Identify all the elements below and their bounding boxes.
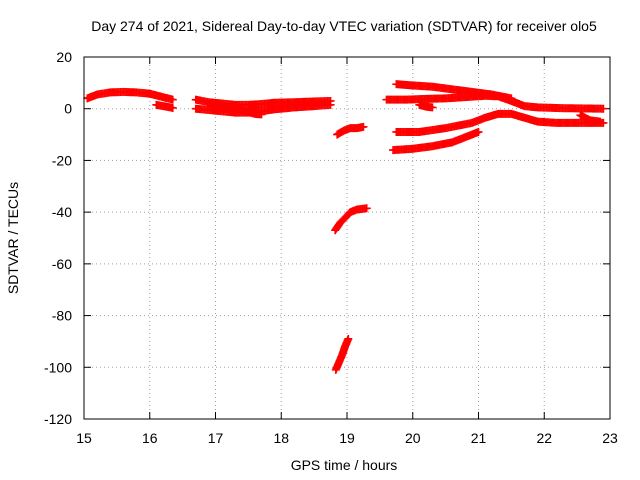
y-tick-label: -40 [52,204,72,220]
x-tick-label: 22 [536,430,552,446]
x-tick-label: 20 [405,430,421,446]
x-tick-label: 23 [602,430,618,446]
data-point [326,100,335,109]
data-points [83,80,608,374]
series-arc7 [331,204,371,235]
y-axis-label: SDTVAR / TECUs [5,182,21,294]
x-axis-label: GPS time / hours [291,457,398,473]
data-point [362,204,371,213]
series-arc14 [576,111,605,126]
series-arc10 [392,80,516,103]
data-point [428,103,437,112]
data-point [359,122,368,131]
y-tick-label: 20 [56,49,72,65]
data-point [596,117,605,126]
series-arc11 [415,100,437,112]
series-arc1 [83,87,177,104]
data-point [168,103,177,112]
x-tick-label: 16 [142,430,158,446]
grid [84,57,610,419]
data-point [474,127,483,136]
series-arc5 [204,99,266,119]
data-point [507,94,516,103]
series-arc6 [333,122,368,139]
plot-frame [83,56,611,420]
x-tick-label: 17 [208,430,224,446]
series-arc8 [331,334,353,374]
y-tick-label: -80 [52,308,72,324]
data-point [257,110,266,119]
y-tick-label: -100 [44,359,72,375]
y-tick-label: -120 [44,411,72,427]
y-tick-label: 0 [64,101,72,117]
data-point [599,104,608,113]
y-tick-label: -20 [52,152,72,168]
data-point [168,95,177,104]
tick-labels: 15 16 17 18 19 20 21 22 23 -120 -100 -80 -60 -40 -20 0 2… [44,49,618,446]
x-tick-label: 21 [471,430,487,446]
data-point [344,334,353,343]
series-arc2 [152,100,177,112]
x-tick-label: 15 [76,430,92,446]
x-tick-label: 19 [339,430,355,446]
y-tick-label: -60 [52,256,72,272]
chart-title: Day 274 of 2021, Sidereal Day-to-day VTE… [91,18,597,34]
series-arc13 [389,127,483,155]
x-tick-label: 18 [273,430,289,446]
series-arc12 [392,109,608,136]
